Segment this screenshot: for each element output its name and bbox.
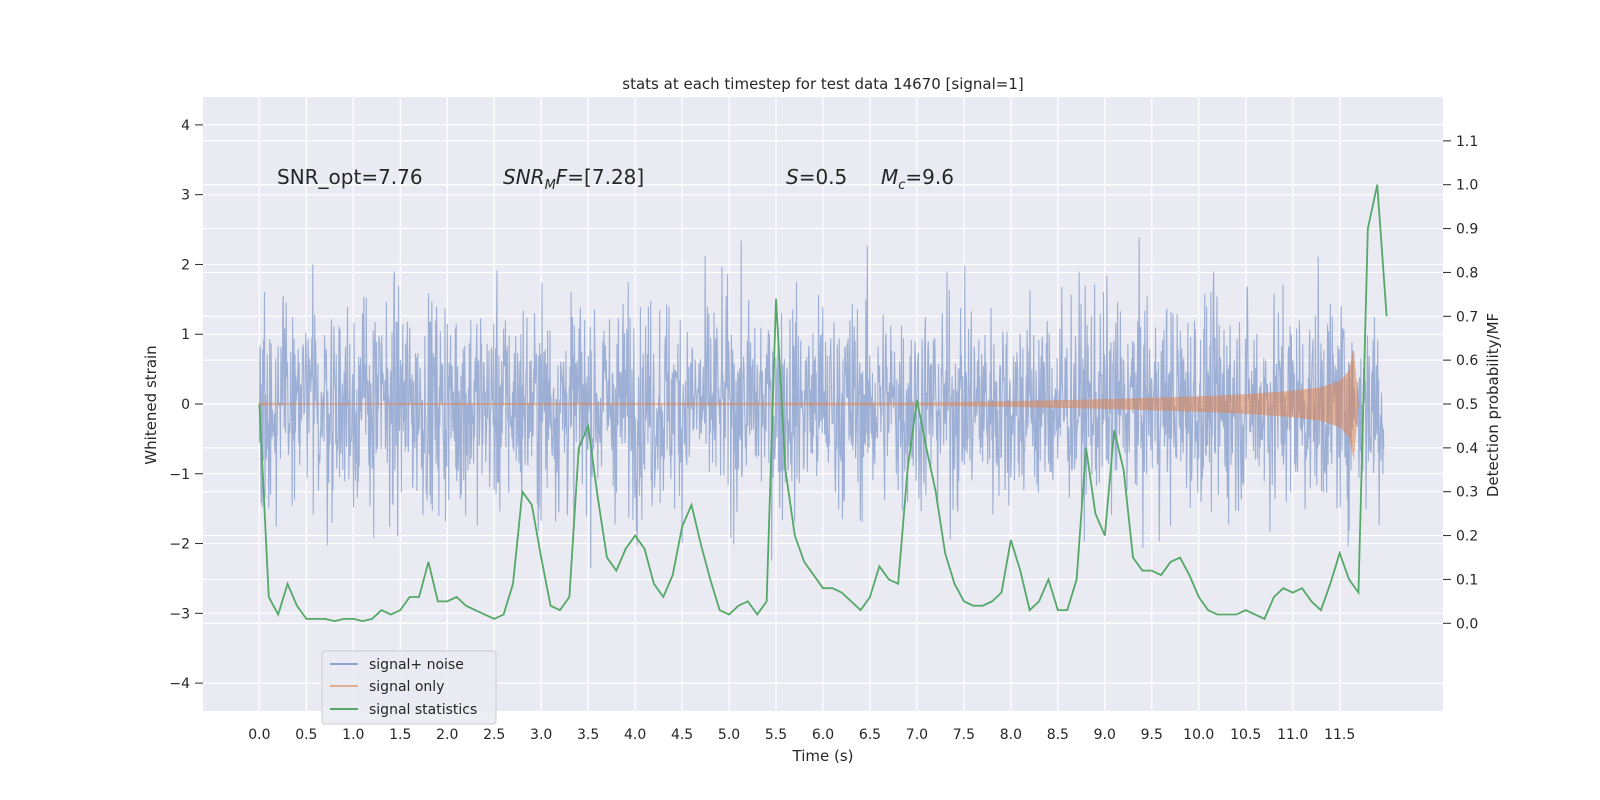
signal-only-series bbox=[258, 350, 1361, 460]
signal-statistics-series bbox=[258, 184, 1388, 623]
x-tick-label: 4.5 bbox=[671, 727, 693, 743]
legend-label-signal-noise: signal+ noise bbox=[369, 657, 464, 673]
y-right-tick-label: 0.2 bbox=[1456, 529, 1478, 545]
x-tick-label: 0.0 bbox=[248, 727, 270, 743]
x-tick-label: 7.0 bbox=[906, 727, 928, 743]
x-tick-label: 8.0 bbox=[1000, 727, 1022, 743]
signal-noise-line bbox=[258, 237, 1385, 569]
x-axis-label: Time (s) bbox=[792, 747, 854, 765]
x-tick-label: 4.0 bbox=[624, 727, 646, 743]
x-axis-ticks: 0.0 0.5 1.0 1.5 2.0 2.5 3.0 3.5 4.0 4.5 5.0 5.5 6.0 6… bbox=[248, 727, 1355, 743]
y-right-tick-label: 0.6 bbox=[1456, 353, 1478, 369]
x-tick-label: 1.0 bbox=[342, 727, 364, 743]
y-right-tick-label: 0.1 bbox=[1456, 572, 1478, 588]
annotation-mc: Mc=9.6 bbox=[881, 165, 954, 193]
x-tick-label: 8.5 bbox=[1047, 727, 1069, 743]
y-left-axis-ticks: −4 −3 −2 −1 0 1 2 3 4 bbox=[169, 118, 203, 692]
signal-only-line bbox=[258, 350, 1361, 460]
x-tick-label: 7.5 bbox=[953, 727, 975, 743]
legend-label-signal-statistics: signal statistics bbox=[369, 702, 477, 718]
x-tick-label: 9.5 bbox=[1141, 727, 1163, 743]
annotation-snr-mf: SNRMF=[7.28] bbox=[503, 165, 644, 193]
x-tick-label: 2.0 bbox=[436, 727, 458, 743]
annotation-s: S=0.5 bbox=[786, 165, 847, 189]
legend-label-signal-only: signal only bbox=[369, 679, 444, 695]
y-right-tick-label: 0.3 bbox=[1456, 485, 1478, 501]
y-right-tick-label: 1.1 bbox=[1456, 134, 1478, 150]
y-left-tick-label: −3 bbox=[169, 606, 190, 622]
x-tick-label: 9.0 bbox=[1094, 727, 1116, 743]
y-right-tick-label: 0.5 bbox=[1456, 397, 1478, 413]
x-tick-label: 3.0 bbox=[530, 727, 552, 743]
x-tick-label: 10.5 bbox=[1230, 727, 1261, 743]
x-tick-label: 2.5 bbox=[483, 727, 505, 743]
y-right-tick-label: 0.8 bbox=[1456, 265, 1478, 281]
y-right-tick-label: 1.0 bbox=[1456, 178, 1478, 194]
signal-statistics-line bbox=[258, 184, 1388, 623]
legend: signal+ noise signal only signal statist… bbox=[321, 650, 497, 725]
y-left-axis-label: Whitened strain bbox=[142, 345, 160, 464]
y-left-tick-label: 0 bbox=[181, 397, 190, 413]
y-left-tick-label: −2 bbox=[169, 537, 190, 553]
y-left-tick-label: −1 bbox=[169, 467, 190, 483]
x-tick-label: 11.0 bbox=[1277, 727, 1308, 743]
y-right-axis-ticks: 0.0 0.1 0.2 0.3 0.4 0.5 0.6 0.7 0.8 0.9 1.0 1.1 bbox=[1443, 134, 1478, 632]
y-left-tick-label: 3 bbox=[181, 188, 190, 204]
x-tick-label: 11.5 bbox=[1324, 727, 1355, 743]
chart-title: stats at each timestep for test data 146… bbox=[622, 75, 1023, 93]
y-right-tick-label: 0.0 bbox=[1456, 616, 1478, 632]
x-tick-label: 1.5 bbox=[389, 727, 411, 743]
x-tick-label: 5.5 bbox=[765, 727, 787, 743]
x-tick-label: 3.5 bbox=[577, 727, 599, 743]
x-tick-label: 10.0 bbox=[1183, 727, 1214, 743]
y-right-axis-label: Detection probability/MF bbox=[1484, 313, 1502, 497]
y-left-tick-label: 1 bbox=[181, 327, 190, 343]
y-left-tick-label: −4 bbox=[169, 676, 190, 692]
y-right-tick-label: 0.9 bbox=[1456, 222, 1478, 238]
x-tick-label: 6.0 bbox=[812, 727, 834, 743]
legend-box bbox=[321, 650, 497, 725]
annotation-snr-opt: SNR_opt=7.76 bbox=[277, 165, 423, 189]
signal-noise-series bbox=[258, 237, 1385, 569]
x-tick-label: 0.5 bbox=[295, 727, 317, 743]
y-right-tick-label: 0.7 bbox=[1456, 309, 1478, 325]
y-left-tick-label: 2 bbox=[181, 257, 190, 273]
y-left-tick-label: 4 bbox=[181, 118, 190, 134]
y-right-tick-label: 0.4 bbox=[1456, 441, 1478, 457]
x-tick-label: 6.5 bbox=[859, 727, 881, 743]
x-tick-label: 5.0 bbox=[718, 727, 740, 743]
